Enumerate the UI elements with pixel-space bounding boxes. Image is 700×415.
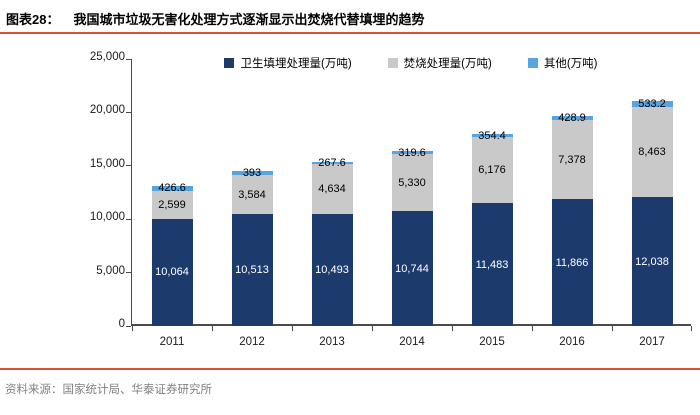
bar-segment-other xyxy=(551,115,593,121)
y-axis-tick xyxy=(126,165,131,167)
x-axis-tick xyxy=(292,326,293,331)
figure-title: 我国城市垃圾无害化处理方式逐渐显示出焚烧代替填埋的趋势 xyxy=(73,12,425,27)
bar-segment-value-label: 426.6 xyxy=(158,182,186,195)
y-axis-tick-label: 10,000 xyxy=(89,211,125,224)
bar-segment-value-label: 12,038 xyxy=(635,255,669,268)
bar-segment-value-label: 6,176 xyxy=(478,164,506,177)
bar-segment-landfill xyxy=(631,197,673,326)
y-axis-tick-label: 20,000 xyxy=(89,104,125,117)
legend-item-other: 其他(万吨) xyxy=(527,55,598,71)
y-axis-tick xyxy=(126,325,131,327)
bar-segment-value-label: 354.4 xyxy=(478,129,506,142)
legend-item-incineration: 焚烧处理量(万吨) xyxy=(387,55,492,71)
figure-number-label: 图表28： xyxy=(6,12,60,27)
header-rule-line xyxy=(0,32,700,34)
bar-segment-other xyxy=(151,186,193,191)
y-axis-tick xyxy=(126,58,131,60)
bar-segment-value-label: 11,483 xyxy=(475,258,509,271)
x-axis-year-label: 2017 xyxy=(639,336,665,348)
bar-segment-landfill xyxy=(151,218,193,326)
bar-segment-incineration xyxy=(471,137,513,204)
bar-segment-value-label: 3,584 xyxy=(238,188,266,201)
legend-label: 焚烧处理量(万吨) xyxy=(403,58,492,70)
bar-segment-other xyxy=(311,161,353,165)
bar-segment-value-label: 267.6 xyxy=(318,157,346,169)
bar-segment-landfill xyxy=(391,211,433,326)
x-axis-tick xyxy=(612,326,613,331)
x-axis-tick xyxy=(691,326,692,331)
y-axis-tick-label: 5,000 xyxy=(96,264,125,277)
x-axis-tick xyxy=(452,326,453,331)
legend-label: 其他(万吨) xyxy=(543,58,598,70)
legend-swatch-icon xyxy=(387,58,398,68)
x-axis-tick xyxy=(132,326,133,331)
data-source-note: 资料来源：国家统计局、华泰证券研究所 xyxy=(5,384,212,396)
legend-label: 卫生填埋处理量(万吨) xyxy=(240,58,352,70)
legend-swatch-icon xyxy=(527,58,538,68)
x-axis-year-label: 2013 xyxy=(319,336,345,348)
bar-segment-landfill xyxy=(471,203,513,326)
x-axis-tick xyxy=(212,326,213,331)
bar-segment-value-label: 393 xyxy=(242,167,262,180)
bar-segment-value-label: 5,330 xyxy=(398,176,426,189)
bar-segment-value-label: 10,064 xyxy=(155,266,189,279)
bar-segment-value-label: 319.6 xyxy=(398,146,426,159)
bar-segment-value-label: 7,378 xyxy=(558,153,586,166)
bar-segment-incineration xyxy=(631,107,673,198)
y-axis-tick-label: 25,000 xyxy=(89,51,125,63)
bar-segment-value-label: 2,599 xyxy=(158,198,186,211)
footer-rule-line xyxy=(0,368,700,370)
y-axis-tick xyxy=(126,218,131,220)
y-axis-tick xyxy=(126,272,131,274)
bar-segment-value-label: 11,866 xyxy=(555,256,589,269)
bar-segment-other xyxy=(231,171,273,176)
bar-segment-landfill xyxy=(551,199,593,326)
bar-segment-value-label: 428.9 xyxy=(558,112,586,125)
chart-legend: 卫生填埋处理量(万吨) 焚烧处理量(万吨) 其他(万吨) xyxy=(131,55,691,71)
bar-segment-incineration xyxy=(231,175,273,214)
bar-segment-other xyxy=(391,150,433,155)
bar-segment-landfill xyxy=(311,213,353,326)
y-axis-tick-label: 15,000 xyxy=(89,157,125,170)
bar-segment-incineration xyxy=(551,120,593,200)
bar-segment-value-label: 533.2 xyxy=(638,98,666,111)
bar-segment-incineration xyxy=(391,154,433,212)
legend-item-landfill: 卫生填埋处理量(万吨) xyxy=(224,55,352,71)
bar-segment-value-label: 10,493 xyxy=(315,263,349,276)
y-axis-tick xyxy=(126,111,131,113)
bar-segment-incineration xyxy=(311,164,353,214)
x-axis-year-label: 2011 xyxy=(159,336,185,348)
x-axis-year-label: 2012 xyxy=(239,336,265,348)
bar-segment-value-label: 8,463 xyxy=(638,146,666,159)
legend-swatch-icon xyxy=(224,58,235,68)
bar-segment-incineration xyxy=(151,190,193,219)
stacked-bar-chart-plot: 0 5,000 10,000 15,000 20,000 25,000 2011 2012 20… xyxy=(90,51,692,348)
x-axis-year-label: 2016 xyxy=(559,336,585,348)
figure-header: 图表28： 我国城市垃圾无害化处理方式逐渐显示出焚烧代替填埋的趋势 xyxy=(6,9,696,29)
bar-segment-other xyxy=(631,101,673,108)
x-axis-year-label: 2015 xyxy=(479,336,505,348)
y-axis-tick-label: 0 xyxy=(118,318,125,330)
bar-segment-value-label: 10,513 xyxy=(235,263,269,276)
bar-segment-value-label: 4,634 xyxy=(318,183,346,196)
bar-segment-other xyxy=(471,133,513,138)
bar-segment-landfill xyxy=(231,213,273,326)
x-axis-tick xyxy=(372,326,373,331)
bar-segment-value-label: 10,744 xyxy=(395,262,429,275)
x-axis-year-label: 2014 xyxy=(399,336,425,348)
x-axis-tick xyxy=(532,326,533,331)
